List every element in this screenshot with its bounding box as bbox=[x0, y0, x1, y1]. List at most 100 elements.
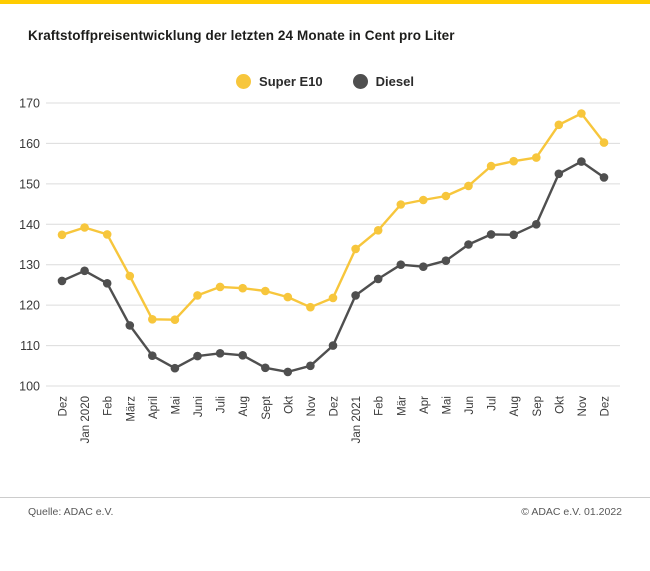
legend-label-super-e10: Super E10 bbox=[259, 74, 323, 89]
data-point-super-e10 bbox=[599, 138, 609, 147]
data-point-diesel bbox=[486, 230, 496, 239]
legend-label-diesel: Diesel bbox=[375, 74, 414, 89]
y-gridlines bbox=[46, 102, 620, 387]
y-tick-label: 140 bbox=[19, 218, 40, 232]
data-point-super-e10 bbox=[283, 292, 293, 302]
data-point-diesel bbox=[261, 363, 270, 373]
data-point-super-e10 bbox=[102, 230, 112, 239]
y-tick-label: 120 bbox=[19, 299, 40, 313]
data-point-super-e10 bbox=[373, 226, 383, 235]
x-tick-label: Jun bbox=[464, 396, 476, 415]
data-point-super-e10 bbox=[441, 191, 451, 201]
x-tick-label: Juli bbox=[216, 396, 228, 413]
source-credit: Quelle: ADAC e.V. bbox=[28, 506, 114, 518]
x-tick-label: Dez bbox=[329, 396, 341, 417]
data-point-super-e10 bbox=[125, 271, 135, 281]
data-point-super-e10 bbox=[396, 200, 406, 209]
legend-item-diesel: Diesel bbox=[352, 74, 414, 89]
y-tick-label: 150 bbox=[19, 177, 40, 191]
x-tick-label: Dez bbox=[600, 396, 612, 417]
data-point-diesel bbox=[306, 361, 315, 371]
data-point-super-e10 bbox=[261, 286, 270, 296]
data-point-diesel bbox=[441, 256, 451, 265]
data-point-super-e10 bbox=[554, 120, 564, 130]
x-tick-label: Juni bbox=[193, 396, 205, 417]
data-point-super-e10 bbox=[170, 315, 180, 324]
data-point-diesel bbox=[328, 341, 338, 350]
line-chart: 100 110 120 130 140 150 160 170 Dez Jan 2020 Feb Mä… bbox=[19, 97, 620, 443]
legend-item-super-e10: Super E10 bbox=[236, 74, 323, 89]
y-tick-label: 110 bbox=[20, 339, 40, 353]
data-point-diesel bbox=[80, 266, 89, 276]
footer: Quelle: ADAC e.V. © ADAC e.V. 01.2022 bbox=[0, 497, 650, 518]
data-point-diesel bbox=[125, 321, 135, 330]
data-point-super-e10 bbox=[577, 109, 586, 118]
data-point-diesel bbox=[215, 349, 225, 358]
y-tick-label: 160 bbox=[19, 137, 40, 151]
data-point-diesel bbox=[148, 351, 157, 360]
data-point-super-e10 bbox=[486, 161, 496, 171]
data-point-diesel bbox=[373, 274, 383, 284]
x-tick-label: Jan 2021 bbox=[351, 396, 363, 443]
data-point-diesel bbox=[464, 240, 473, 249]
x-tick-label: Sep bbox=[532, 396, 544, 416]
data-point-super-e10 bbox=[532, 153, 541, 162]
x-tick-label: Mai bbox=[170, 396, 182, 415]
data-point-diesel bbox=[238, 351, 247, 360]
data-point-diesel bbox=[283, 367, 293, 377]
x-tick-label: Aug bbox=[238, 396, 250, 416]
data-point-diesel bbox=[509, 230, 518, 240]
x-tick-label: Feb bbox=[374, 396, 386, 416]
x-tick-label: Dez bbox=[58, 396, 70, 417]
x-tick-label: Aug bbox=[509, 396, 521, 416]
data-point-super-e10 bbox=[80, 223, 89, 232]
chart-legend: Super E10 Diesel bbox=[0, 74, 650, 89]
y-tick-label: 100 bbox=[19, 380, 40, 394]
series-super-e10 bbox=[57, 109, 609, 324]
data-point-diesel bbox=[532, 220, 541, 229]
y-tick-label: 130 bbox=[19, 258, 40, 272]
data-point-diesel bbox=[419, 262, 428, 271]
data-point-super-e10 bbox=[328, 293, 338, 303]
data-point-diesel bbox=[554, 169, 564, 179]
x-tick-label: Okt bbox=[283, 395, 295, 414]
x-tick-label: Jul bbox=[487, 396, 499, 411]
data-point-diesel bbox=[170, 363, 180, 373]
x-tick-label: Nov bbox=[306, 396, 318, 417]
data-point-super-e10 bbox=[306, 302, 315, 312]
data-point-super-e10 bbox=[509, 156, 518, 166]
x-axis-labels: Dez Jan 2020 Feb März April Mai Juni Juli Aug Sep… bbox=[58, 395, 612, 443]
y-axis-labels: 100 110 120 130 140 150 160 170 bbox=[19, 97, 40, 394]
legend-dot-diesel-icon bbox=[352, 74, 368, 89]
data-point-diesel bbox=[351, 291, 360, 300]
x-tick-label: Sept bbox=[261, 395, 273, 419]
chart-title: Kraftstoffpreisentwicklung der letzten 2… bbox=[28, 28, 455, 43]
data-point-diesel bbox=[577, 157, 586, 166]
x-tick-label: Apr bbox=[419, 396, 431, 414]
data-point-diesel bbox=[599, 173, 609, 182]
data-point-diesel bbox=[396, 260, 406, 269]
x-tick-label: Okt bbox=[554, 395, 566, 414]
data-point-diesel bbox=[57, 276, 67, 286]
data-point-super-e10 bbox=[148, 315, 157, 324]
data-point-super-e10 bbox=[193, 291, 202, 300]
x-tick-label: Feb bbox=[103, 396, 115, 416]
data-point-super-e10 bbox=[238, 283, 247, 293]
data-point-super-e10 bbox=[215, 282, 225, 292]
x-tick-label: Mai bbox=[441, 396, 453, 415]
x-tick-label: Nov bbox=[577, 396, 589, 417]
x-tick-label: Jan 2020 bbox=[80, 396, 92, 443]
x-tick-label: März bbox=[125, 396, 137, 422]
data-point-super-e10 bbox=[57, 230, 67, 240]
data-point-diesel bbox=[193, 351, 202, 361]
x-tick-label: Mär bbox=[396, 396, 408, 416]
y-tick-label: 170 bbox=[19, 97, 40, 111]
legend-dot-super-e10-icon bbox=[236, 74, 252, 89]
data-point-super-e10 bbox=[464, 181, 473, 191]
x-tick-label: April bbox=[148, 396, 160, 419]
data-point-super-e10 bbox=[419, 195, 428, 205]
series-diesel bbox=[57, 157, 609, 377]
copyright-credit: © ADAC e.V. 01.2022 bbox=[521, 506, 622, 518]
data-point-diesel bbox=[102, 279, 112, 288]
